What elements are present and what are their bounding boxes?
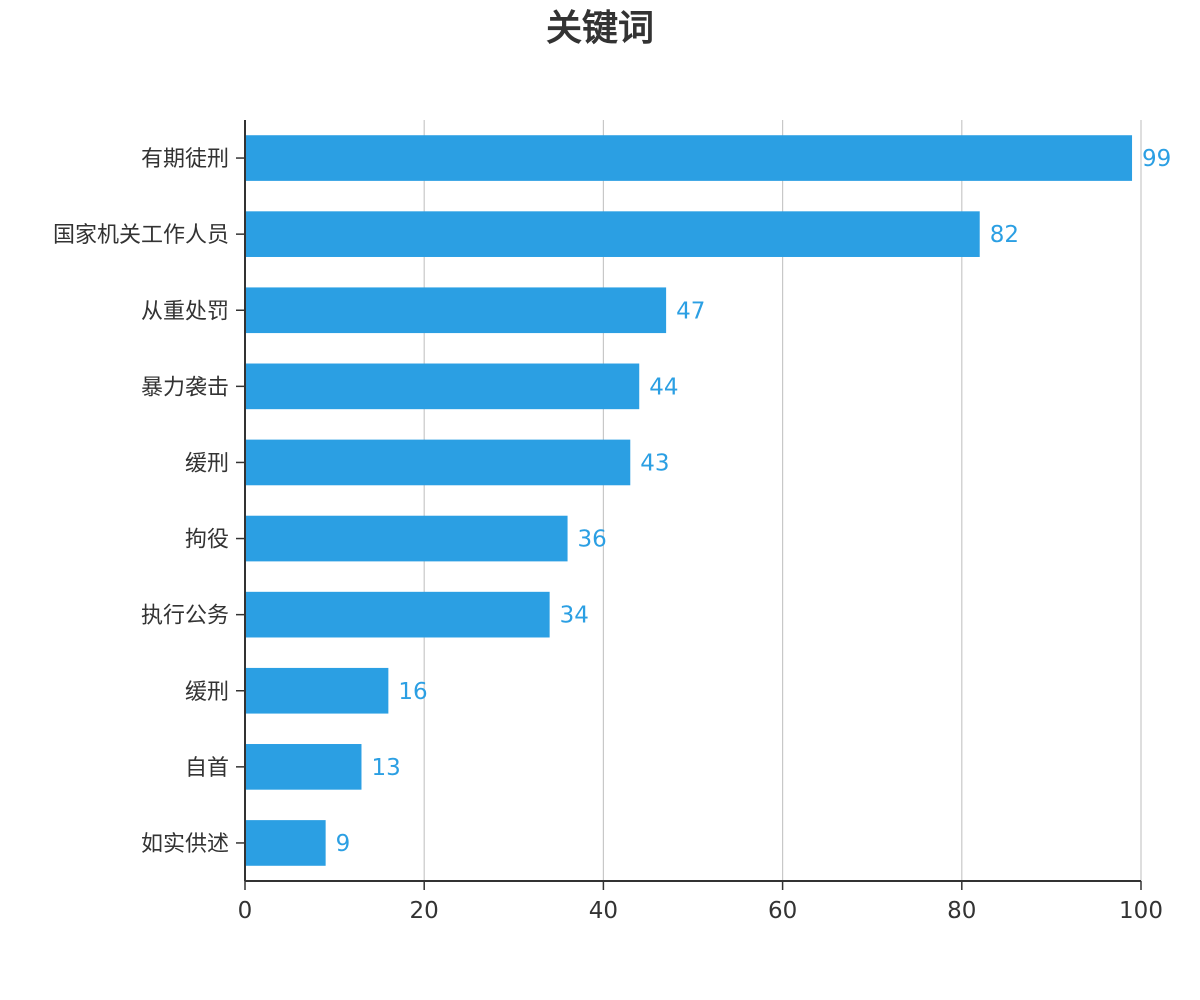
y-tick-label-1: 国家机关工作人员 bbox=[53, 223, 229, 248]
y-tick-label-2: 从重处罚 bbox=[141, 299, 229, 324]
bar-8 bbox=[245, 744, 362, 790]
data-label-4: 43 bbox=[640, 450, 669, 476]
bar-4 bbox=[245, 439, 631, 486]
chart-title: 关键词 bbox=[545, 8, 654, 49]
y-tick-label-3: 暴力袭击 bbox=[141, 375, 229, 400]
y-tick-label-0: 有期徒刑 bbox=[141, 147, 229, 172]
bar-2 bbox=[245, 287, 667, 334]
y-tick-label-6: 执行公务 bbox=[141, 604, 229, 629]
bar-0 bbox=[245, 135, 1133, 181]
x-tick-label-0: 0 bbox=[238, 898, 253, 924]
bar-5 bbox=[245, 515, 568, 562]
bar-6 bbox=[245, 591, 550, 638]
x-tick-label-1: 20 bbox=[410, 898, 439, 924]
data-label-0: 99 bbox=[1142, 146, 1171, 172]
x-tick-label-4: 80 bbox=[947, 898, 976, 924]
bar-3 bbox=[245, 363, 640, 410]
data-label-2: 47 bbox=[676, 298, 705, 324]
y-tick-label-7: 缓刑 bbox=[185, 680, 229, 705]
data-label-3: 44 bbox=[649, 374, 678, 400]
bar-1 bbox=[245, 211, 980, 257]
y-tick-label-4: 缓刑 bbox=[185, 451, 229, 476]
data-label-9: 9 bbox=[336, 831, 351, 857]
data-label-5: 36 bbox=[578, 527, 607, 553]
y-tick-label-5: 拘役 bbox=[185, 528, 229, 553]
data-label-7: 16 bbox=[398, 679, 427, 705]
y-tick-label-9: 如实供述 bbox=[141, 832, 229, 857]
x-tick-label-3: 60 bbox=[768, 898, 797, 924]
bar-9 bbox=[245, 820, 326, 866]
data-label-8: 13 bbox=[371, 755, 400, 781]
y-tick-label-8: 自首 bbox=[185, 756, 229, 781]
x-tick-label-5: 100 bbox=[1119, 898, 1163, 924]
data-label-6: 34 bbox=[560, 603, 589, 629]
x-tick-label-2: 40 bbox=[589, 898, 618, 924]
bar-7 bbox=[245, 667, 389, 714]
data-label-1: 82 bbox=[990, 222, 1019, 248]
